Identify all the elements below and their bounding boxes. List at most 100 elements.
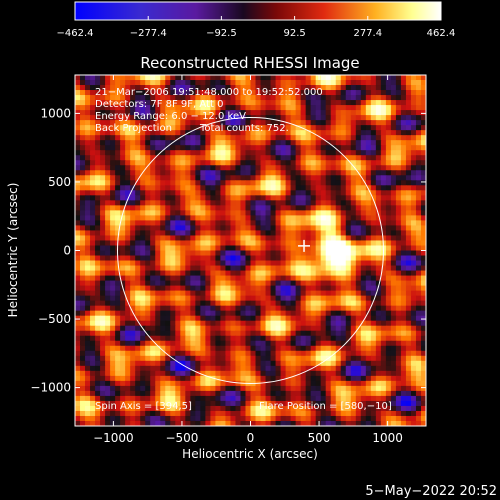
heatmap-cell: [245, 290, 252, 297]
heatmap-cell: [215, 140, 222, 146]
heatmap-cell: [140, 135, 146, 141]
heatmap-cell: [85, 365, 91, 372]
heatmap-cell: [150, 235, 156, 242]
heatmap-cell: [125, 85, 131, 91]
heatmap-cell: [145, 360, 151, 367]
heatmap-cell: [315, 275, 322, 282]
heatmap-cell: [360, 200, 367, 206]
heatmap-cell: [105, 320, 111, 327]
heatmap-cell: [75, 195, 81, 201]
heatmap-cell: [100, 305, 106, 312]
heatmap-cell: [170, 130, 176, 136]
heatmap-cell: [315, 350, 322, 357]
heatmap-cell: [210, 240, 216, 247]
flare-position-marker: [298, 239, 311, 252]
heatmap-cell: [155, 165, 161, 171]
heatmap-cell: [250, 415, 257, 422]
heatmap-cell: [225, 305, 232, 312]
heatmap-cell: [310, 115, 317, 121]
heatmap-cell: [265, 130, 272, 136]
heatmap-cell: [360, 290, 367, 297]
heatmap-cell: [240, 175, 247, 181]
heatmap-cell: [210, 195, 216, 201]
heatmap-cell: [255, 265, 262, 272]
heatmap-cell: [290, 355, 297, 362]
heatmap-cell: [190, 340, 196, 347]
heatmap-cell: [290, 230, 297, 237]
heatmap-cell: [260, 215, 267, 222]
heatmap-cell: [175, 155, 181, 161]
heatmap-cell: [355, 400, 362, 407]
heatmap-cell: [350, 300, 357, 307]
heatmap-cell: [295, 265, 302, 272]
heatmap-cell: [395, 400, 402, 407]
heatmap-cell: [340, 85, 347, 91]
heatmap-cell: [195, 100, 201, 106]
heatmap-cell: [145, 355, 151, 362]
heatmap-cell: [120, 105, 126, 111]
heatmap-cell: [205, 120, 211, 126]
heatmap-cell: [420, 385, 426, 392]
heatmap-cell: [350, 180, 357, 186]
heatmap-cell: [230, 345, 237, 352]
heatmap-cell: [415, 320, 422, 327]
heatmap-cell: [250, 265, 257, 272]
heatmap-cell: [320, 220, 327, 227]
heatmap-cell: [390, 270, 397, 277]
heatmap-cell: [115, 150, 121, 156]
heatmap-cell: [365, 135, 372, 141]
heatmap-cell: [395, 280, 402, 287]
heatmap-cell: [320, 345, 327, 352]
heatmap-cell: [395, 300, 402, 307]
heatmap-cell: [195, 180, 201, 186]
heatmap-cell: [230, 235, 237, 242]
heatmap-cell: [280, 160, 287, 166]
heatmap-cell: [130, 100, 136, 106]
heatmap-cell: [320, 270, 327, 277]
heatmap-cell: [210, 100, 216, 106]
heatmap-cell: [115, 330, 121, 337]
heatmap-cell: [420, 165, 426, 171]
heatmap-cell: [280, 155, 287, 161]
heatmap-cell: [165, 240, 171, 247]
heatmap-cell: [290, 285, 297, 292]
heatmap-cell: [380, 105, 387, 111]
heatmap-cell: [385, 130, 392, 136]
heatmap-cell: [340, 190, 347, 196]
heatmap-cell: [145, 405, 151, 412]
heatmap-cell: [190, 315, 196, 322]
heatmap-cell: [270, 130, 277, 136]
heatmap-cell: [250, 275, 257, 282]
heatmap-cell: [75, 395, 81, 402]
heatmap-cell: [115, 80, 121, 86]
heatmap-cell: [250, 160, 257, 166]
heatmap-cell: [225, 90, 232, 96]
heatmap-cell: [270, 370, 277, 377]
heatmap-cell: [240, 85, 247, 91]
heatmap-cell: [405, 205, 412, 211]
heatmap-cell: [320, 330, 327, 337]
heatmap-cell: [260, 110, 267, 116]
heatmap-cell: [165, 125, 171, 131]
heatmap-cell: [260, 335, 267, 342]
heatmap-cell: [225, 270, 232, 277]
heatmap-cell: [405, 215, 412, 222]
heatmap-cell: [365, 270, 372, 277]
heatmap-cell: [225, 320, 232, 327]
heatmap-cell: [125, 250, 131, 257]
heatmap-cell: [295, 260, 302, 267]
heatmap-cell: [115, 295, 121, 302]
heatmap-cell: [375, 75, 382, 81]
heatmap-cell: [185, 325, 191, 332]
heatmap-cell: [415, 390, 422, 397]
heatmap-cell: [120, 160, 126, 166]
heatmap-cell: [265, 115, 272, 121]
heatmap-cell: [385, 120, 392, 126]
heatmap-cell: [195, 225, 201, 232]
heatmap-cell: [85, 150, 91, 156]
heatmap-cell: [265, 390, 272, 397]
heatmap-cell: [375, 295, 382, 302]
heatmap-cell: [300, 120, 307, 126]
heatmap-cell: [365, 150, 372, 156]
